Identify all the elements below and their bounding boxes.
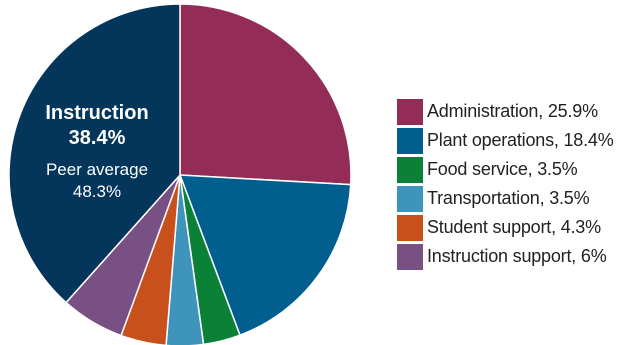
- peer-average-value: 48.3%: [73, 182, 121, 201]
- pie-slice-administration: [179, 3, 352, 186]
- chart-legend: Administration, 25.9% Plant operations, …: [397, 97, 614, 271]
- legend-item-food-service: Food service, 3.5%: [397, 155, 614, 184]
- legend-label: Student support, 4.3%: [427, 217, 601, 237]
- peer-average-label: Peer average: [46, 160, 148, 179]
- legend-label: Instruction support, 6%: [427, 246, 607, 266]
- legend-label: Plant operations, 18.4%: [427, 130, 614, 150]
- legend-label: Administration, 25.9%: [427, 101, 598, 121]
- legend-swatch: [397, 185, 423, 212]
- legend-label: Transportation, 3.5%: [427, 188, 590, 208]
- legend-label: Food service, 3.5%: [427, 159, 578, 179]
- pie-slices: [8, 3, 352, 345]
- legend-item-administration: Administration, 25.9%: [397, 97, 614, 126]
- pie-slice-instruction: [8, 3, 181, 304]
- pie-slice-transportation: [165, 174, 205, 345]
- legend-item-instruction-support: Instruction support, 6%: [397, 242, 614, 271]
- legend-swatch: [397, 127, 423, 154]
- legend-swatch: [397, 214, 423, 241]
- instruction-callout-value: 38.4%: [69, 127, 126, 149]
- instruction-callout-title: Instruction: [45, 102, 148, 124]
- legend-item-transportation: Transportation, 3.5%: [397, 184, 614, 213]
- legend-swatch: [397, 98, 423, 125]
- legend-swatch: [397, 156, 423, 183]
- legend-swatch: [397, 243, 423, 270]
- pie-slice-plant-operations: [179, 174, 352, 336]
- legend-item-plant-operations: Plant operations, 18.4%: [397, 126, 614, 155]
- legend-item-student-support: Student support, 4.3%: [397, 213, 614, 242]
